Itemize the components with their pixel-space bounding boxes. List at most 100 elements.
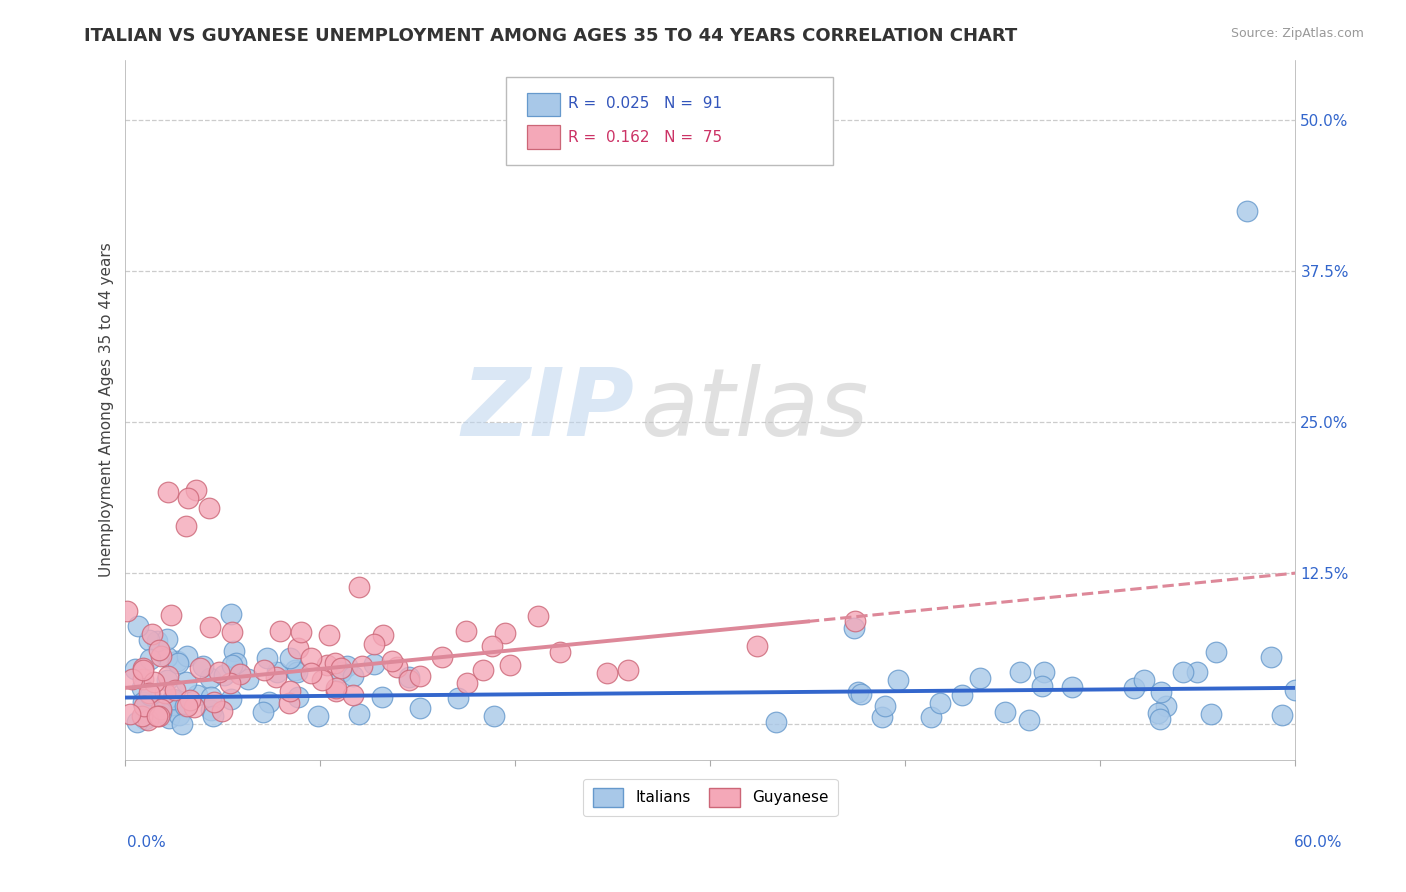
Legend: Italians, Guyanese: Italians, Guyanese — [583, 779, 838, 816]
Point — [212, 668, 235, 682]
Point — [174, 675, 197, 690]
Point — [347, 581, 370, 595]
Point — [138, 686, 160, 700]
Point — [238, 673, 260, 687]
Point — [1149, 712, 1171, 726]
Point — [323, 656, 346, 670]
Point — [219, 691, 242, 706]
Point — [1205, 645, 1227, 659]
Point — [266, 669, 288, 683]
Point — [430, 649, 453, 664]
Point — [183, 699, 205, 714]
Point — [221, 657, 243, 672]
Point — [398, 673, 420, 687]
Point — [349, 706, 371, 721]
Point — [363, 637, 385, 651]
Point — [342, 688, 364, 702]
Point — [167, 656, 190, 670]
Point — [1132, 673, 1154, 687]
Point — [134, 699, 156, 714]
Point — [311, 673, 333, 687]
Point — [596, 665, 619, 680]
Point — [132, 672, 155, 686]
Point — [287, 690, 309, 704]
Point — [200, 703, 222, 717]
Point — [765, 715, 787, 730]
Text: R =  0.025   N =  91: R = 0.025 N = 91 — [568, 96, 721, 112]
Point — [157, 669, 180, 683]
Text: Source: ZipAtlas.com: Source: ZipAtlas.com — [1230, 27, 1364, 40]
Point — [200, 690, 222, 704]
Point — [136, 708, 159, 723]
Point — [186, 688, 208, 702]
Point — [447, 691, 470, 706]
Point — [176, 518, 198, 533]
Point — [875, 698, 897, 713]
Point — [198, 671, 221, 685]
Point — [278, 651, 301, 665]
Point — [225, 656, 247, 670]
Bar — [527, 93, 560, 116]
Point — [132, 661, 155, 675]
Point — [526, 609, 548, 624]
Point — [1150, 685, 1173, 699]
Point — [499, 657, 522, 672]
Point — [131, 681, 153, 696]
Point — [285, 665, 308, 679]
Point — [350, 659, 373, 673]
Point — [266, 665, 288, 679]
Point — [1271, 707, 1294, 722]
Point — [1147, 706, 1170, 720]
Point — [176, 648, 198, 663]
Point — [138, 633, 160, 648]
Point — [162, 692, 184, 706]
Point — [142, 674, 165, 689]
Point — [371, 628, 394, 642]
Point — [1236, 203, 1258, 218]
Text: ITALIAN VS GUYANESE UNEMPLOYMENT AMONG AGES 35 TO 44 YEARS CORRELATION CHART: ITALIAN VS GUYANESE UNEMPLOYMENT AMONG A… — [84, 27, 1018, 45]
Point — [169, 708, 191, 723]
Point — [471, 663, 494, 677]
Point — [127, 714, 149, 729]
Point — [398, 670, 420, 684]
Point — [284, 663, 307, 677]
Point — [1284, 682, 1306, 697]
Point — [329, 665, 352, 680]
Point — [318, 628, 340, 642]
Point — [1018, 713, 1040, 727]
Point — [224, 643, 246, 657]
Point — [381, 654, 404, 668]
Text: atlas: atlas — [640, 365, 869, 456]
Bar — [527, 126, 560, 149]
Point — [149, 648, 172, 663]
Point — [201, 708, 224, 723]
Point — [342, 669, 364, 683]
Point — [179, 692, 201, 706]
Point — [156, 649, 179, 664]
Point — [221, 607, 243, 622]
Point — [1260, 650, 1282, 665]
Point — [153, 686, 176, 700]
Point — [207, 665, 229, 679]
Point — [132, 695, 155, 709]
Point — [301, 666, 323, 681]
Point — [146, 634, 169, 648]
Point — [141, 626, 163, 640]
Point — [920, 709, 942, 723]
Point — [330, 661, 353, 675]
Point — [287, 641, 309, 656]
Point — [124, 662, 146, 676]
Point — [188, 661, 211, 675]
Point — [371, 690, 394, 704]
Point — [548, 645, 571, 659]
Point — [221, 625, 243, 640]
Point — [870, 710, 893, 724]
Point — [409, 701, 432, 715]
Point — [253, 663, 276, 677]
Point — [156, 673, 179, 687]
Point — [1032, 665, 1054, 680]
Text: R =  0.162   N =  75: R = 0.162 N = 75 — [568, 130, 721, 145]
Point — [325, 681, 347, 695]
Point — [846, 685, 869, 699]
Point — [408, 668, 430, 682]
